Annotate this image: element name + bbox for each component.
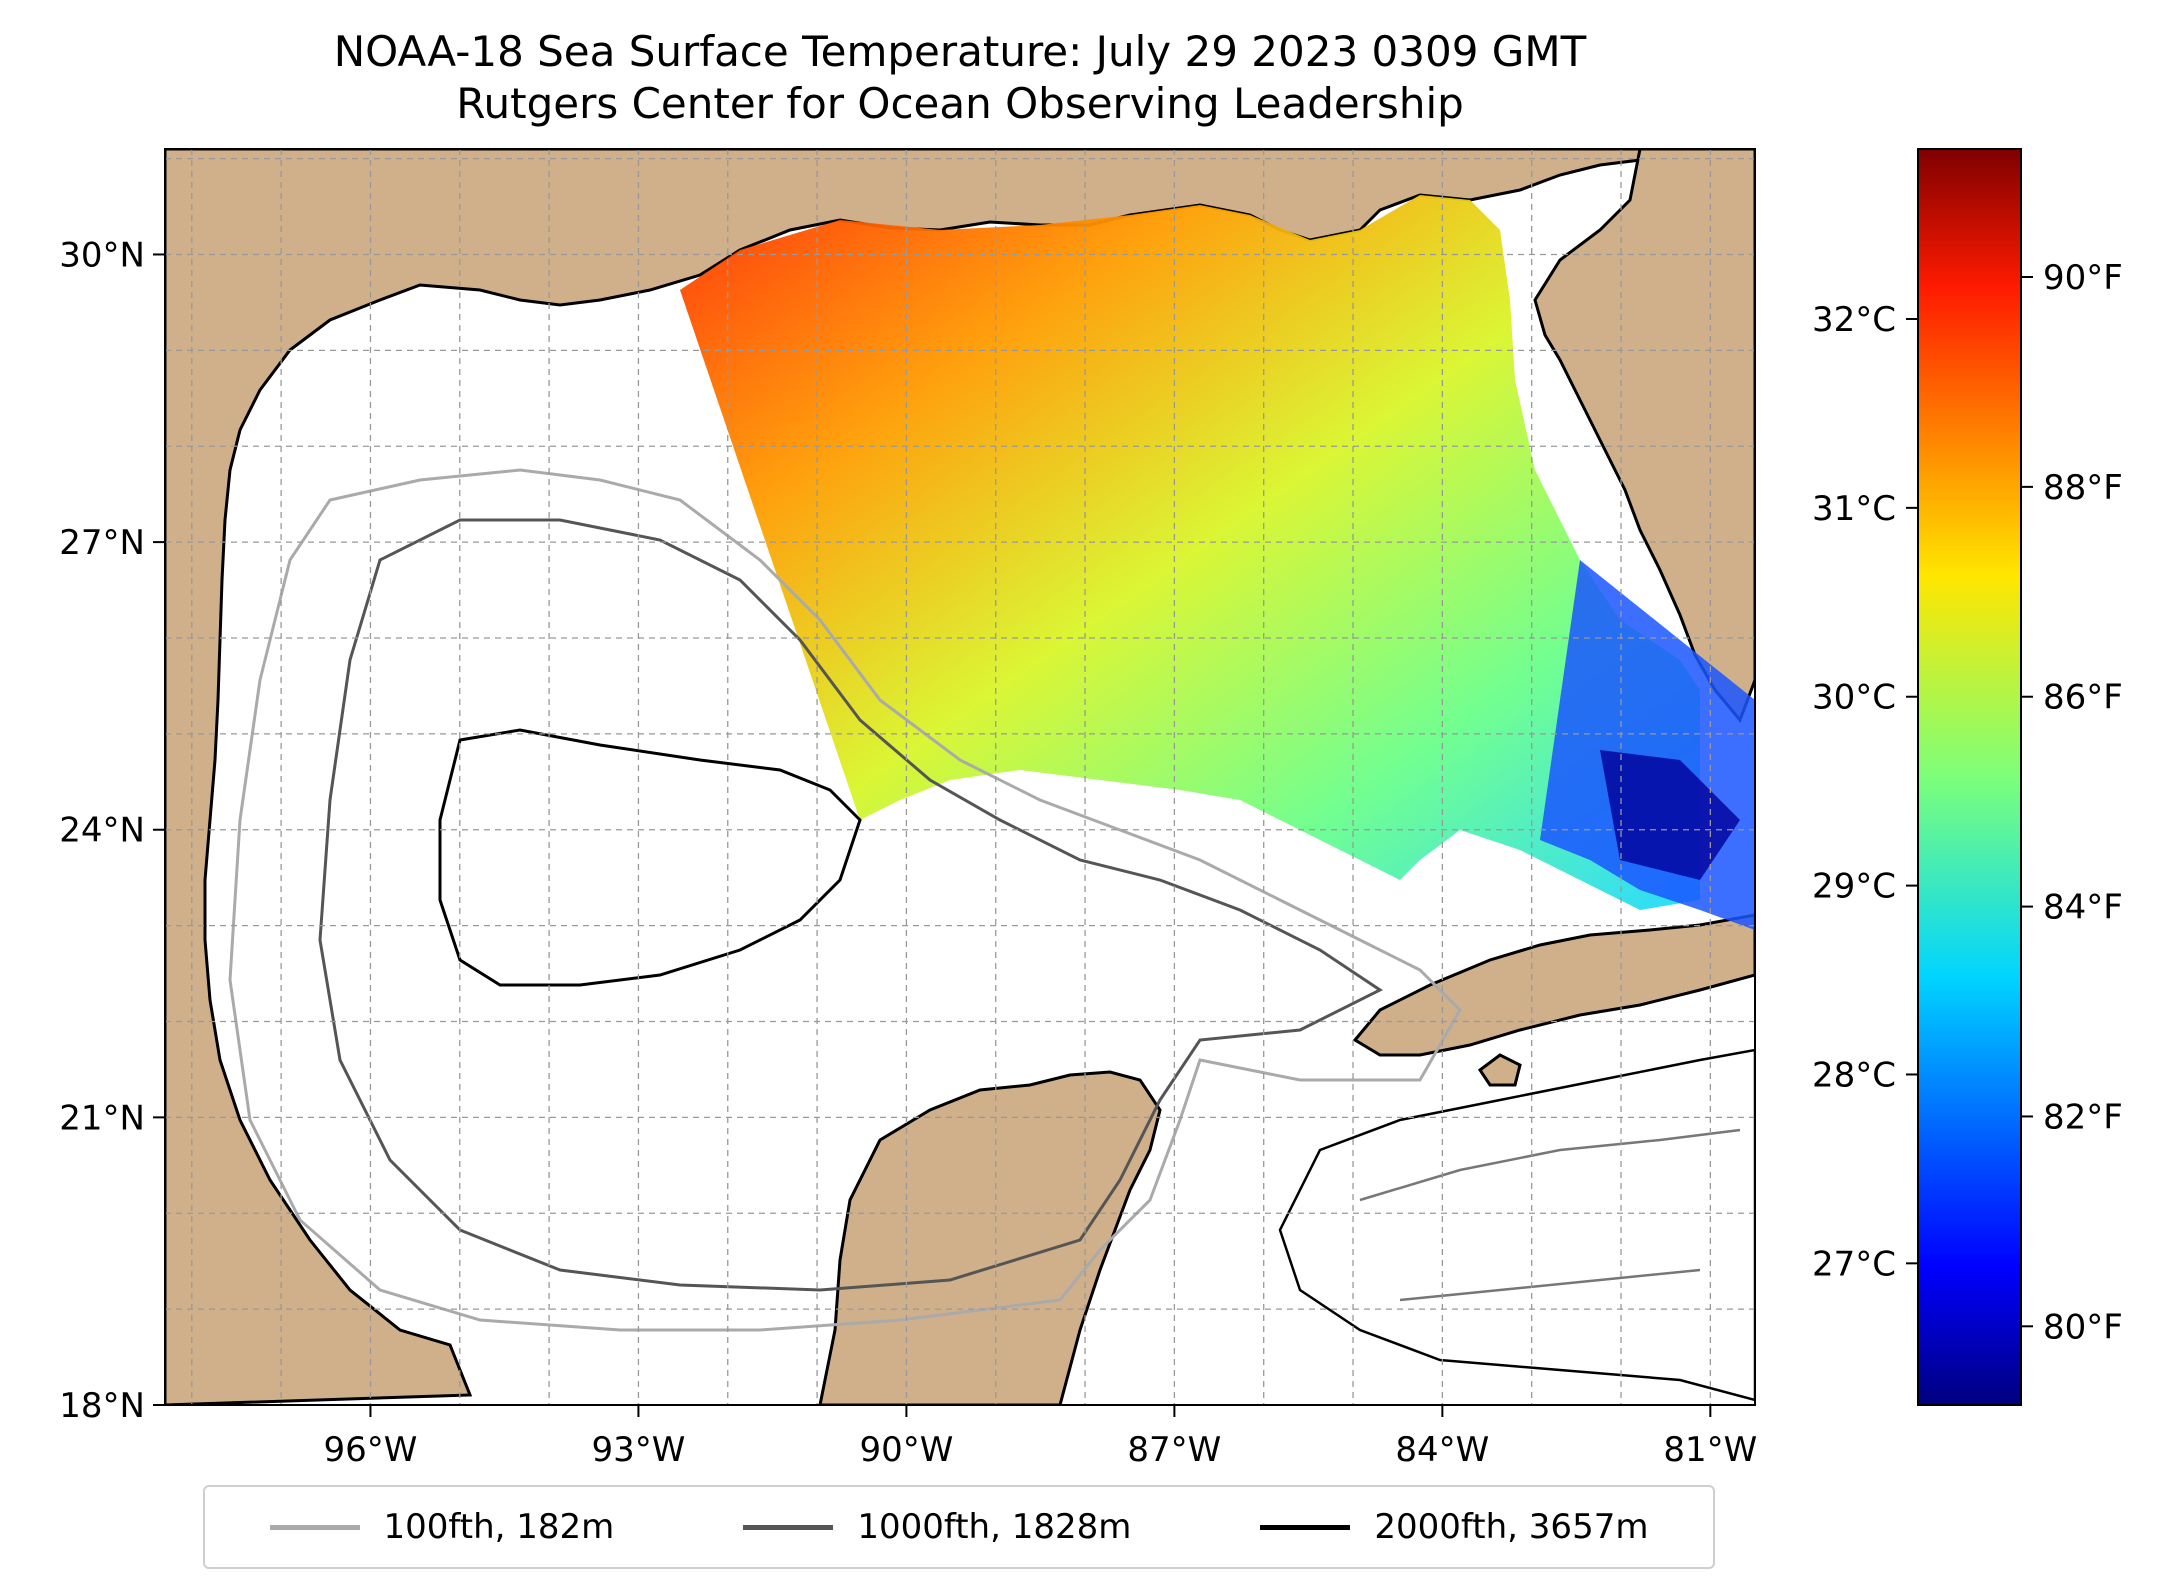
lon-tick-label: 93°W bbox=[591, 1430, 685, 1470]
sst-swath bbox=[680, 195, 1755, 930]
lat-tick-label: 30°N bbox=[59, 235, 145, 275]
latitude-axis: 30°N 27°N 24°N 21°N 18°N bbox=[59, 235, 165, 1426]
bathymetry-contours bbox=[228, 468, 1755, 1402]
legend-item-100fth: 100fth, 182m bbox=[269, 1507, 615, 1547]
chart-title: NOAA-18 Sea Surface Temperature: July 29… bbox=[333, 27, 1587, 76]
lon-tick-label: 96°W bbox=[324, 1430, 418, 1470]
lat-tick-label: 27°N bbox=[59, 523, 145, 563]
lat-tick-label: 18°N bbox=[59, 1386, 145, 1426]
colorbar-fahrenheit-axis: 90°F 88°F 86°F 84°F 82°F 80°F bbox=[2021, 258, 2123, 1347]
legend-line-2000fth bbox=[1260, 1524, 1351, 1530]
legend-label-1000fth: 1000fth, 1828m bbox=[857, 1507, 1132, 1547]
lon-tick-label: 87°W bbox=[1127, 1430, 1221, 1470]
map-frame bbox=[164, 148, 1756, 1406]
fahrenheit-tick-label: 90°F bbox=[2043, 258, 2123, 298]
legend-label-2000fth: 2000fth, 3657m bbox=[1374, 1507, 1649, 1547]
legend: 100fth, 182m 1000fth, 1828m 2000fth, 365… bbox=[203, 1485, 1715, 1569]
fahrenheit-tick-label: 82°F bbox=[2043, 1097, 2123, 1137]
fahrenheit-tick-label: 80°F bbox=[2043, 1307, 2123, 1347]
celsius-tick-label: 32°C bbox=[1812, 300, 1896, 340]
colorbar bbox=[1917, 148, 2022, 1406]
fahrenheit-tick-label: 86°F bbox=[2043, 678, 2123, 718]
celsius-tick-label: 27°C bbox=[1812, 1244, 1896, 1284]
colorbar-celsius-axis: 32°C 31°C 30°C 29°C 28°C 27°C bbox=[1812, 300, 1918, 1284]
celsius-tick-label: 28°C bbox=[1812, 1055, 1896, 1095]
lat-tick-label: 24°N bbox=[59, 811, 145, 851]
legend-item-2000fth: 2000fth, 3657m bbox=[1260, 1507, 1648, 1547]
legend-line-1000fth bbox=[743, 1524, 834, 1530]
legend-label-100fth: 100fth, 182m bbox=[383, 1507, 615, 1547]
lat-tick-label: 21°N bbox=[59, 1098, 145, 1138]
celsius-tick-label: 29°C bbox=[1812, 867, 1896, 907]
celsius-tick-label: 31°C bbox=[1812, 489, 1896, 529]
fahrenheit-tick-label: 88°F bbox=[2043, 468, 2123, 508]
chart-subtitle: Rutgers Center for Ocean Observing Leade… bbox=[456, 79, 1464, 128]
celsius-tick-label: 30°C bbox=[1812, 678, 1896, 718]
fahrenheit-tick-label: 84°F bbox=[2043, 888, 2123, 928]
lon-tick-label: 90°W bbox=[859, 1430, 953, 1470]
lon-tick-label: 84°W bbox=[1395, 1430, 1489, 1470]
lon-tick-label: 81°W bbox=[1663, 1430, 1757, 1470]
gridlines bbox=[165, 149, 1755, 1405]
legend-item-1000fth: 1000fth, 1828m bbox=[743, 1507, 1131, 1547]
longitude-axis: 96°W 93°W 90°W 87°W 84°W 81°W bbox=[324, 1405, 1757, 1470]
legend-line-100fth bbox=[269, 1524, 360, 1530]
